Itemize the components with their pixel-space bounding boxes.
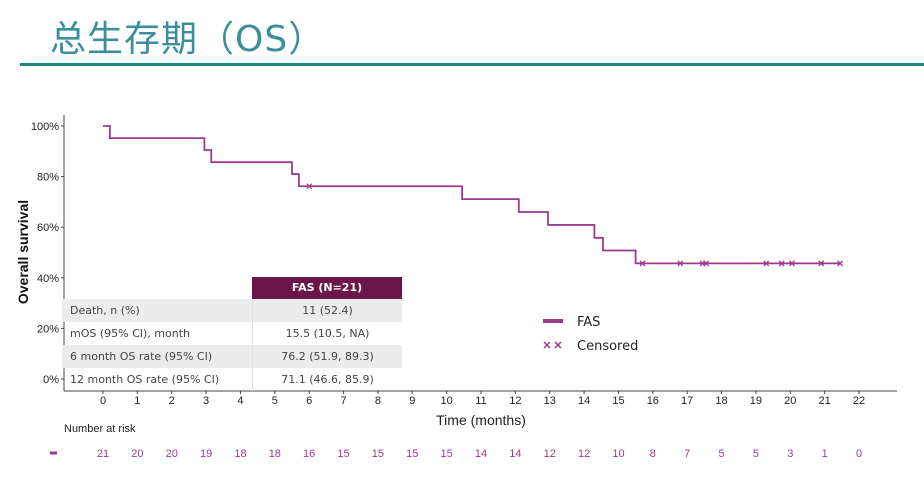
row-value: 15.5 (10.5, NA) [252, 322, 402, 345]
legend-censored-label: Censored [577, 339, 638, 354]
row-label: Death, n (%) [62, 299, 252, 322]
row-label: 12 month OS rate (95% CI) [70, 373, 220, 386]
risk-count: 16 [303, 448, 315, 460]
legend-censored-icon [554, 341, 562, 349]
x-tick-label: 0 [100, 395, 106, 407]
risk-count: 15 [337, 448, 349, 460]
legend-fas-label: FAS [577, 315, 600, 330]
risk-count: 12 [578, 448, 590, 460]
x-tick-label: 15 [612, 395, 624, 407]
x-tick-label: 8 [375, 395, 381, 407]
row-value: 71.1 (46.6, 85.9) [252, 368, 402, 391]
x-tick-label: 20 [784, 395, 796, 407]
x-tick-label: 5 [272, 395, 278, 407]
y-tick-label: 60% [37, 222, 59, 234]
risk-count: 20 [166, 448, 178, 460]
risk-count: 1 [822, 448, 828, 460]
x-tick-label: 6 [306, 395, 312, 407]
table-row: 12 month OS rate (95% CI) 71.1 (46.6, 85.… [62, 368, 402, 391]
x-tick-label: 9 [409, 395, 415, 407]
risk-count: 12 [544, 448, 556, 460]
title-divider [20, 63, 924, 66]
risk-count: 20 [131, 448, 143, 460]
censor-mark [763, 260, 770, 267]
censor-mark [306, 183, 313, 190]
row-label: mOS (95% CI), month [70, 327, 191, 340]
row-value: 11 (52.4) [252, 299, 402, 322]
x-tick-label: 4 [237, 395, 243, 407]
risk-count: 10 [612, 448, 624, 460]
risk-count: 15 [406, 448, 418, 460]
x-tick-label: 12 [509, 395, 521, 407]
censor-mark [818, 260, 825, 267]
risk-count: 15 [441, 448, 453, 460]
y-tick-label: 100% [31, 121, 59, 133]
y-tick-label: 20% [37, 323, 59, 335]
risk-count: 5 [753, 448, 759, 460]
x-tick-label: 16 [647, 395, 659, 407]
survival-curve-fas [103, 125, 841, 265]
censor-mark [837, 260, 844, 267]
risk-table-label: Number at risk [64, 423, 136, 435]
censor-mark [703, 260, 710, 267]
risk-count: 0 [856, 448, 862, 460]
risk-count: 7 [684, 448, 690, 460]
x-tick-label: 3 [203, 395, 209, 407]
x-tick-label: 22 [853, 395, 865, 407]
censor-mark [778, 260, 785, 267]
risk-count: 14 [475, 448, 487, 460]
x-tick-label: 18 [715, 395, 727, 407]
y-tick-label: 40% [37, 273, 59, 285]
y-tick-label: 80% [37, 172, 59, 184]
x-tick-label: 13 [544, 395, 556, 407]
risk-count: 18 [269, 448, 281, 460]
risk-count: 3 [787, 448, 793, 460]
x-axis-label: Time (months) [436, 412, 526, 428]
row-value: 76.2 (51.9, 89.3) [252, 345, 402, 368]
x-tick-label: 21 [819, 395, 831, 407]
y-axis-label: Overall survival [15, 200, 31, 304]
x-tick-label: 1 [134, 395, 140, 407]
x-tick-label: 7 [340, 395, 346, 407]
row-label: 6 month OS rate (95% CI) [62, 345, 252, 368]
risk-count: 14 [509, 448, 521, 460]
legend-censored-icon [543, 341, 551, 349]
risk-count: 21 [97, 448, 109, 460]
table-row: mOS (95% CI), month 15.5 (10.5, NA) [62, 322, 402, 345]
censor-mark [789, 260, 795, 267]
y-tick-label: 0% [43, 374, 59, 386]
censor-mark [639, 260, 646, 267]
table-row: Death, n (%) 11 (52.4) [62, 299, 402, 322]
risk-count: 19 [200, 448, 212, 460]
slide-title: 总生存期（OS） [50, 19, 326, 60]
risk-count: 8 [650, 448, 656, 460]
summary-table-header: FAS (N=21) [252, 277, 402, 299]
risk-count: 15 [372, 448, 384, 460]
x-tick-label: 2 [169, 395, 175, 407]
risk-count: 5 [718, 448, 724, 460]
censor-mark [677, 260, 684, 267]
x-tick-label: 11 [475, 395, 486, 407]
x-tick-label: 14 [578, 395, 590, 407]
x-tick-label: 19 [750, 395, 762, 407]
table-row: 6 month OS rate (95% CI) 76.2 (51.9, 89.3… [62, 345, 402, 368]
x-tick-label: 17 [681, 395, 693, 407]
x-tick-label: 10 [441, 395, 453, 407]
risk-count: 18 [234, 448, 246, 460]
